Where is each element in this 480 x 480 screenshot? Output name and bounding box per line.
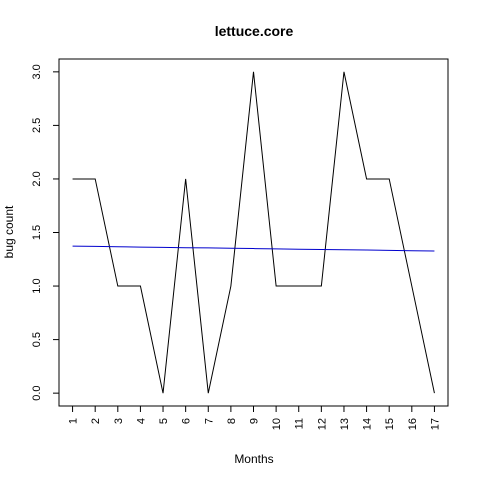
series-layer <box>72 71 435 394</box>
trend-line <box>72 245 435 252</box>
x-tick-label: 8 <box>226 418 238 424</box>
x-tick-label: 6 <box>181 418 193 424</box>
y-axis-label: bug count <box>2 205 16 258</box>
x-tick-label: 11 <box>294 418 306 429</box>
x-tick-label: 7 <box>203 418 215 424</box>
x-tick-label: 14 <box>362 418 374 430</box>
y-axis: 0.0 0.5 1.0 1.5 2.0 2.5 3.0 <box>31 64 59 401</box>
y-tick-label: 1.5 <box>31 225 43 240</box>
x-tick-label: 1 <box>68 418 80 424</box>
y-tick-label: 2.5 <box>31 118 43 133</box>
x-tick-label: 5 <box>158 418 170 424</box>
x-tick-label: 16 <box>407 418 419 430</box>
bug-count-line <box>72 71 435 394</box>
y-tick-label: 0.5 <box>31 332 43 347</box>
x-axis-label: Months <box>234 452 273 466</box>
x-axis: 1 2 3 4 5 6 7 8 9 10 11 12 13 14 15 16 17 <box>68 406 441 430</box>
x-tick-label: 9 <box>249 418 261 424</box>
x-tick-label: 12 <box>316 418 328 430</box>
y-tick-label: 1.0 <box>31 278 43 293</box>
x-tick-label: 15 <box>384 418 396 430</box>
x-tick-label: 13 <box>339 418 351 430</box>
x-tick-label: 17 <box>429 418 441 430</box>
x-tick-label: 10 <box>271 418 283 430</box>
y-tick-label: 0.0 <box>31 385 43 400</box>
y-tick-label: 2.0 <box>31 171 43 186</box>
y-tick-label: 3.0 <box>31 64 43 79</box>
plot-frame <box>58 58 449 407</box>
chart-title: lettuce.core <box>215 23 294 39</box>
x-tick-label: 4 <box>135 418 147 424</box>
x-tick-label: 3 <box>113 418 125 424</box>
x-tick-label: 2 <box>90 418 102 424</box>
